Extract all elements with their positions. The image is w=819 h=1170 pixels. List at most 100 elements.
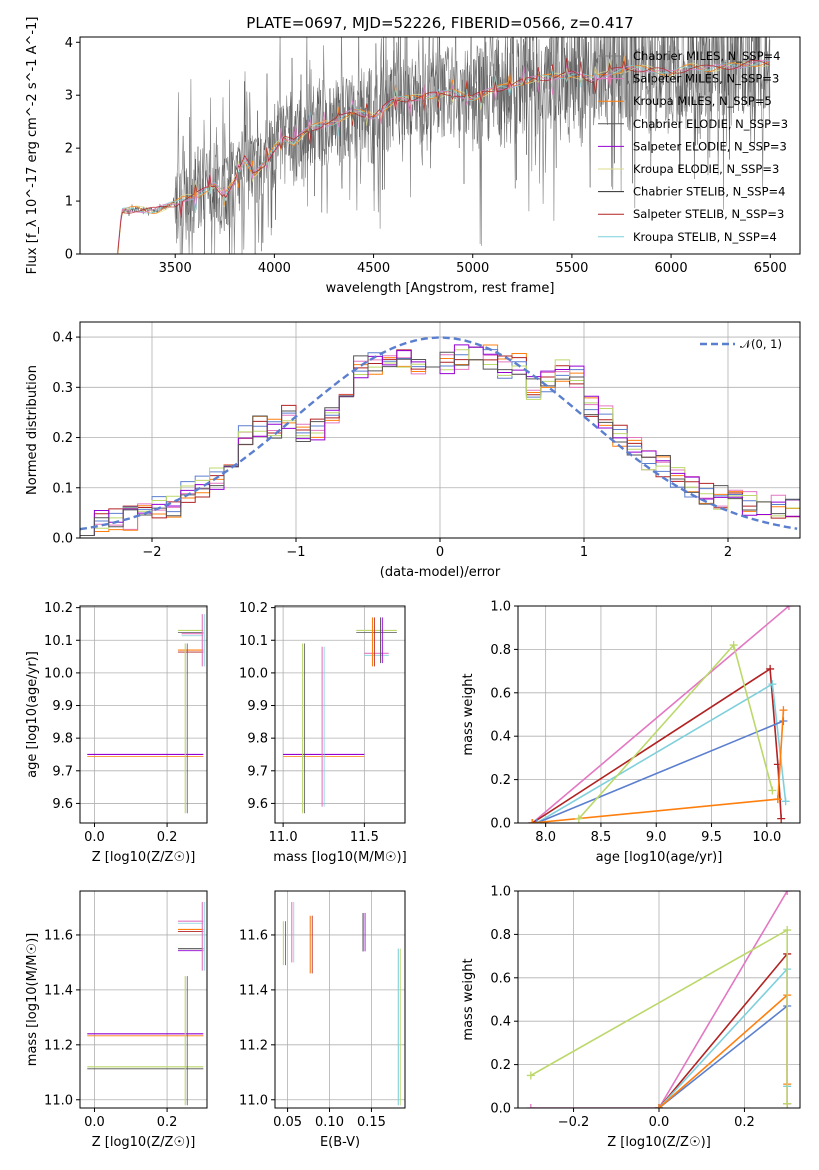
y-tick-label: 1 [65,195,73,210]
axes-frame [274,605,406,824]
x-tick-label: 8.5 [591,830,612,845]
x-tick-label: 9.5 [701,830,722,845]
legend-entry: Kroupa STELIB, N_SSP=4 [633,230,777,244]
x-tick-label: 0.0 [649,1115,670,1130]
x-tick-label: 11.0 [269,830,298,845]
axes-frame [79,605,208,824]
mass-weight-point [773,795,782,804]
mass-weight-line [530,891,788,1108]
y-tick-label: 0.1 [52,481,73,496]
x-tick-label: 4500 [357,261,390,276]
x-tick-label: 0.10 [315,1115,344,1130]
y-tick-label: 0.8 [490,928,511,943]
x-tick-label: 0.0 [84,1115,105,1130]
plot-area-mass_vs_Z [87,901,205,1106]
axes-mass_vs_Z: 0.0 0.2 11.0 11.2 11.4 11.6 Z [log10(Z/Z☉)] mas… [25,890,208,1150]
y-tick-label: 11.6 [239,928,268,943]
spectrum-model-line [117,59,770,252]
y-axis-label: age [log10(age/yr)] [25,651,40,778]
y-tick-label: 0.0 [52,532,73,547]
y-tick-label: 0.2 [52,431,73,446]
y-tick-label: 0 [65,248,73,263]
x-tick-label: 0.05 [273,1115,302,1130]
mass-weight-line [531,667,782,823]
x-axis-label: Z [log10(Z/Z☉)] [92,850,196,865]
y-tick-label: 11.2 [239,1038,268,1053]
axes-residuals: −2 −1 0 1 2 0.0 0.1 0.2 0.3 0.4 (data-model)/error… [25,321,801,580]
y-tick-label: 2 [65,142,73,157]
x-tick-label: 9.0 [646,830,667,845]
mass-weight-point [768,680,777,689]
y-tick-label: 9.6 [247,797,268,812]
legend-entry: Salpeter STELIB, N_SSP=3 [633,207,784,221]
x-axis-label: E(B-V) [320,1135,360,1150]
x-tick-label: −0.2 [558,1115,590,1130]
mass-weight-line [536,720,784,823]
y-tick-label: 11.6 [44,928,73,943]
legend-entry: Salpeter MILES, N_SSP=3 [633,72,779,86]
mass-weight-point [781,797,790,806]
y-tick-label: 10.1 [44,634,73,649]
x-tick-label: 2 [724,545,732,560]
y-tick-label: 0.2 [490,1058,511,1073]
plot-area-spectrum [117,37,771,254]
x-tick-label: 4000 [258,261,291,276]
y-axis-label: mass weight [461,958,476,1040]
y-tick-label: 0.6 [490,686,511,701]
x-tick-label: 10.0 [752,830,781,845]
x-tick-label: 5500 [555,261,588,276]
y-axis-label: mass [log10(M/M☉)] [25,933,40,1066]
mass-weight-point [784,606,793,610]
mass-weight-line [578,643,774,820]
spectrum-trace-chabrier-miles [117,37,771,254]
y-tick-label: 0.3 [52,381,73,396]
axes-age_vs_Z: 0.0 0.2 9.6 9.7 9.8 9.9 10.0 10.1 10.2 Z [log10(Z… [25,601,208,865]
y-tick-label: 0.0 [490,817,511,832]
legend-entry: Chabrier STELIB, N_SSP=4 [633,185,785,199]
plot-area-massweight_vs_age [528,606,793,823]
spectrum-model-line [117,55,771,254]
x-tick-label: 0.2 [157,830,178,845]
y-tick-label: 9.7 [247,764,268,779]
x-axis-label: Z [log10(Z/Z☉)] [607,1135,711,1150]
x-axis-label: Z [log10(Z/Z☉)] [92,1135,196,1150]
y-tick-label: 0.2 [490,773,511,788]
mass-weight-point [532,819,541,823]
x-tick-label: 3500 [159,261,192,276]
x-tick-label: 0.0 [84,830,105,845]
mass-weight-point [729,641,738,650]
axes-frame [517,890,801,1109]
mass-weight-point [526,1071,535,1080]
y-tick-label: 10.2 [44,601,73,616]
mass-weight-point [766,664,775,673]
x-tick-label: 5000 [456,261,489,276]
x-tick-label: 0.2 [734,1115,755,1130]
mass-weight-point [783,891,792,895]
y-tick-label: 10.2 [239,601,268,616]
legend-entry: Kroupa MILES, N_SSP=5 [633,94,772,108]
y-tick-label: 9.7 [52,764,73,779]
axes-massweight_vs_Z: −0.2 0.0 0.2 0.0 0.2 0.4 0.6 0.8 1.0 Z [log10(Z/Z… [461,885,801,1150]
x-tick-label: 6500 [754,261,787,276]
plot-area-residuals [80,336,800,536]
mass-weight-point [779,706,788,715]
y-tick-label: 10.0 [44,666,73,681]
mass-weight-point [783,1099,792,1108]
figure-title: PLATE=0697, MJD=52226, FIBERID=0566, z=0… [246,14,633,32]
axes-massweight_vs_age: 8.0 8.5 9.0 9.5 10.0 0.0 0.2 0.4 0.6 0.8 1.0 age [l… [461,600,801,865]
x-tick-label: 11.5 [350,830,379,845]
plot-area-age_vs_mass [283,617,397,814]
y-tick-label: 0.4 [490,1015,511,1030]
mass-weight-point [528,819,537,823]
y-tick-label: 9.8 [247,732,268,747]
y-tick-label: 0.4 [52,331,73,346]
y-tick-label: 0.0 [490,1102,511,1117]
x-tick-label: 6000 [655,261,688,276]
x-tick-label: 8.0 [535,830,556,845]
y-tick-label: 11.0 [239,1093,268,1108]
x-axis-label: wavelength [Angstrom, rest frame] [326,281,555,296]
x-tick-label: 1 [580,545,588,560]
y-tick-label: 3 [65,89,73,104]
y-tick-label: 1.0 [490,885,511,900]
mass-weight-line [531,606,790,823]
